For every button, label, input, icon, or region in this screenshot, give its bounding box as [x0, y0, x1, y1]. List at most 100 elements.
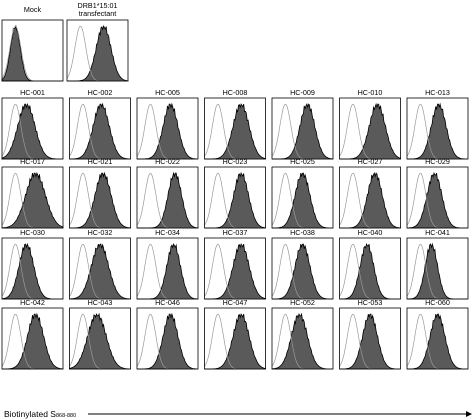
- control-label: DRB1*15:01 transfectant: [77, 1, 118, 18]
- sample-label: HC-046: [155, 298, 180, 307]
- stained-histogram: [204, 243, 266, 300]
- sample-panel: [69, 237, 131, 300]
- stained-histogram: [1, 24, 63, 82]
- sample-panel: [271, 307, 334, 370]
- panel-frame: [204, 97, 266, 160]
- sample-label: HC-023: [222, 157, 248, 166]
- panel-frame: [1, 237, 64, 300]
- sample-label: HC-037: [222, 228, 248, 237]
- panel-frame: [406, 307, 469, 370]
- panel-frame: [204, 166, 266, 229]
- sample-label: HC-017: [20, 157, 45, 166]
- sample-label: HC-042: [20, 298, 45, 307]
- sample-label: HC-002: [87, 88, 113, 97]
- stained-histogram: [1, 242, 63, 300]
- sample-panel: [69, 307, 131, 370]
- sample-panel: [1, 166, 64, 229]
- sample-label: HC-021: [87, 157, 113, 166]
- panel-frame: [136, 166, 199, 229]
- sample-label: HC-040: [357, 228, 383, 237]
- sample-label: HC-030: [20, 228, 45, 237]
- stained-histogram: [69, 312, 131, 370]
- panel-frame: [1, 97, 64, 160]
- stained-histogram: [339, 172, 401, 229]
- panel-frame: [406, 97, 469, 160]
- stained-histogram: [339, 102, 401, 160]
- sample-panel: [204, 237, 266, 300]
- stained-histogram: [407, 242, 468, 300]
- stained-histogram: [204, 313, 266, 370]
- stained-histogram: [271, 312, 333, 370]
- stained-histogram: [2, 312, 64, 370]
- sample-panel: [1, 307, 64, 370]
- sample-label: HC-052: [290, 298, 315, 307]
- control-panel: [66, 19, 129, 82]
- panel-frame: [406, 166, 469, 229]
- sample-panel: [271, 97, 334, 160]
- sample-panel: [339, 166, 401, 229]
- control-label: Mock: [23, 5, 42, 14]
- sample-panel: [1, 237, 64, 300]
- panel-frame: [1, 307, 64, 370]
- panel-frame: [339, 97, 401, 160]
- panel-frame: [136, 97, 199, 160]
- stained-histogram: [204, 172, 266, 229]
- stained-histogram: [339, 242, 401, 300]
- sample-label: HC-008: [222, 88, 248, 97]
- panel-frame: [136, 237, 199, 300]
- stained-histogram: [272, 172, 333, 229]
- stained-histogram: [339, 313, 401, 370]
- panel-frame: [136, 307, 199, 370]
- sample-label: HC-029: [425, 157, 450, 166]
- sample-panel: [69, 97, 131, 160]
- panel-frame: [204, 307, 266, 370]
- control-panel: [1, 19, 64, 82]
- panel-frame: [69, 307, 131, 370]
- sample-label: HC-060: [425, 298, 450, 307]
- sample-panel: [406, 166, 469, 229]
- sample-panel: [136, 166, 199, 229]
- sample-label: HC-034: [155, 228, 180, 237]
- sample-panel: [136, 97, 199, 160]
- sample-label: HC-038: [290, 228, 315, 237]
- sample-label: HC-041: [425, 228, 450, 237]
- stained-histogram: [67, 25, 129, 82]
- sample-label: HC-009: [290, 88, 315, 97]
- sample-panel: [204, 307, 266, 370]
- panel-frame: [271, 237, 334, 300]
- sample-panel: [406, 237, 469, 300]
- panel-frame: [69, 97, 131, 160]
- panel-frame: [271, 307, 334, 370]
- stained-histogram: [204, 103, 266, 160]
- sample-panel: [339, 307, 401, 370]
- panel-frame: [339, 307, 401, 370]
- sample-panel: [1, 97, 64, 160]
- sample-panel: [339, 237, 401, 300]
- sample-panel: [204, 97, 266, 160]
- panel-frame: [1, 19, 64, 82]
- panel-frame: [69, 166, 131, 229]
- panel-frame: [406, 237, 469, 300]
- panel-frame: [69, 237, 131, 300]
- stained-histogram: [137, 102, 199, 160]
- stained-histogram: [272, 243, 333, 300]
- sample-panel: [406, 97, 469, 160]
- stained-histogram: [137, 171, 199, 229]
- sample-label: HC-001: [20, 88, 45, 97]
- sample-label: HC-010: [357, 88, 383, 97]
- panel-frame: [1, 166, 64, 229]
- stained-histogram: [137, 243, 199, 300]
- stained-histogram: [69, 243, 131, 300]
- sample-panel: [136, 237, 199, 300]
- x-axis-arrow-head: [466, 411, 472, 417]
- panel-frame: [271, 166, 334, 229]
- sample-label: HC-047: [222, 298, 248, 307]
- stained-histogram: [272, 103, 334, 160]
- sample-panel: [69, 166, 131, 229]
- sample-panel: [339, 97, 401, 160]
- x-axis-label-text: Biotinylated S: [4, 409, 56, 419]
- x-axis-label: Biotinylated S868-880: [4, 409, 76, 419]
- panel-frame: [271, 97, 334, 160]
